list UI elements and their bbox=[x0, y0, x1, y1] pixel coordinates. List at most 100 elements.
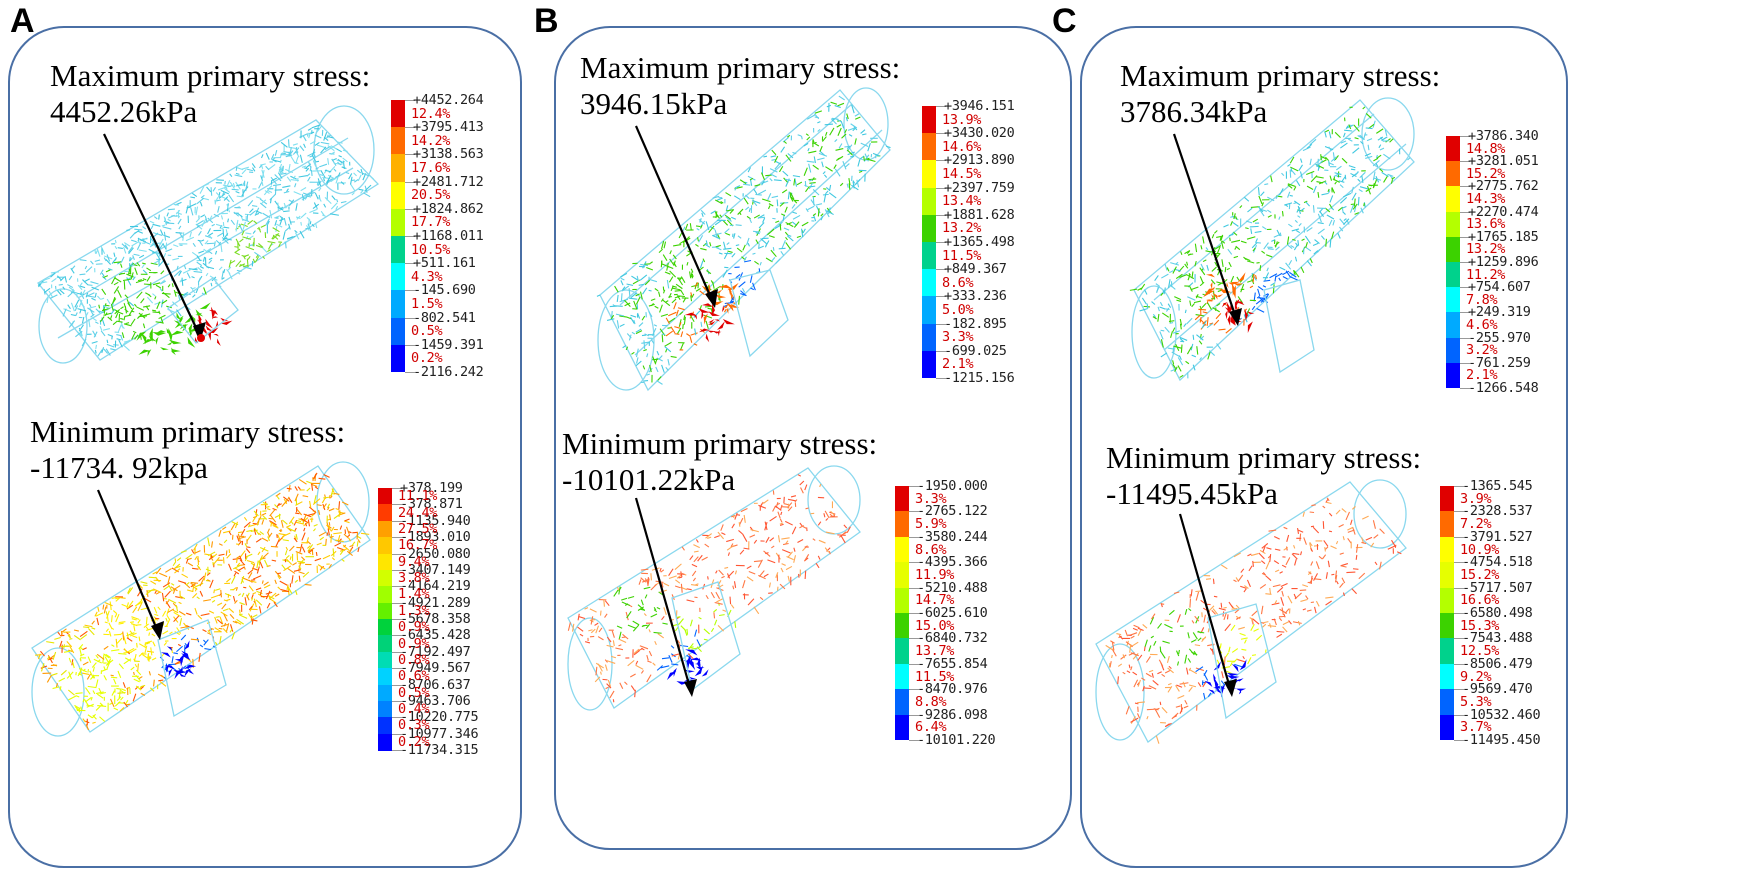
legend-percent: 0.5% bbox=[398, 684, 430, 701]
legend-percent: 3.3% bbox=[915, 490, 947, 507]
legend-percent: 3.9% bbox=[1460, 490, 1492, 507]
legend-value: +1168.011 bbox=[413, 228, 484, 244]
legend-value: -5678.358 bbox=[400, 611, 471, 627]
legend-percent: 11.2% bbox=[1466, 266, 1506, 283]
legend-value: -3580.244 bbox=[917, 528, 988, 545]
legend-value: -6580.498 bbox=[1462, 605, 1533, 621]
legend-swatch bbox=[1440, 587, 1454, 614]
legend-swatch bbox=[1446, 287, 1460, 313]
legend-swatch bbox=[895, 511, 909, 538]
panel-a-min-label: Minimum primary stress: bbox=[30, 414, 346, 449]
panel-c-max-legend: +3786.340 +3281.051 +2775.762 +2270.474 +176… bbox=[1446, 128, 1566, 396]
legend-percent: 14.7% bbox=[915, 592, 955, 609]
legend-swatch bbox=[922, 242, 936, 270]
legend-swatch bbox=[391, 127, 405, 155]
legend-percent: 15.3% bbox=[1460, 617, 1500, 634]
legend-value: -6435.428 bbox=[400, 627, 471, 644]
legend-percent: 0.2% bbox=[411, 350, 443, 367]
legend-value: +333.236 bbox=[944, 288, 1007, 305]
panel-c-min-value: -11495.45kPa bbox=[1106, 476, 1278, 511]
legend-value: -5210.488 bbox=[917, 579, 988, 596]
legend-percent: 5.3% bbox=[1460, 693, 1492, 710]
legend-value: +1765.185 bbox=[1468, 228, 1539, 245]
panel-c-min-legend: -1365.545 -2328.537 -3791.527 -4754.518 -571… bbox=[1440, 478, 1568, 748]
legend-swatch bbox=[391, 263, 405, 291]
legend-value: -8706.637 bbox=[400, 676, 471, 693]
legend-percent: 0.9% bbox=[398, 619, 430, 636]
legend-value: -6840.732 bbox=[917, 630, 988, 647]
legend-value: -2650.080 bbox=[400, 545, 471, 562]
legend-percent: 16.6% bbox=[1460, 592, 1500, 609]
legend-swatch bbox=[378, 733, 392, 751]
legend-percent: 16.7% bbox=[398, 537, 438, 554]
legend-swatch bbox=[1440, 486, 1454, 512]
panel-a-max-value: 4452.26kPa bbox=[50, 94, 198, 129]
legend-value: +2913.890 bbox=[944, 152, 1015, 169]
legend-percent: 4.6% bbox=[1466, 317, 1498, 333]
legend-percent: 14.3% bbox=[1466, 191, 1506, 207]
legend-swatch bbox=[895, 486, 909, 512]
panel-b-max-value: 3946.15kPa bbox=[580, 86, 728, 121]
legend-swatch bbox=[1440, 663, 1454, 690]
legend-value: +1824.862 bbox=[413, 200, 484, 217]
legend-percent: 13.2% bbox=[942, 220, 982, 237]
legend-percent: 5.0% bbox=[942, 302, 974, 318]
legend-swatch bbox=[391, 100, 405, 128]
legend-value: -7543.488 bbox=[1462, 630, 1533, 647]
legend-percent: 0.5% bbox=[411, 323, 443, 340]
legend-swatch bbox=[378, 569, 392, 587]
legend-value: -3407.149 bbox=[400, 561, 471, 578]
legend-value: -8470.976 bbox=[917, 681, 988, 698]
legend-swatch bbox=[378, 520, 392, 538]
legend-swatch bbox=[895, 714, 909, 741]
legend-percent: 17.6% bbox=[411, 160, 451, 176]
legend-value: -7949.567 bbox=[400, 660, 471, 677]
legend-swatch bbox=[391, 208, 405, 237]
legend-value: -11495.450 bbox=[1462, 732, 1541, 748]
legend-percent: 0.8% bbox=[398, 651, 430, 668]
legend-swatch bbox=[378, 537, 392, 554]
legend-swatch bbox=[922, 214, 936, 243]
legend-percent: 14.6% bbox=[942, 138, 982, 155]
legend-swatch bbox=[1440, 689, 1454, 716]
legend-swatch bbox=[1440, 511, 1454, 538]
legend-percent: 0.4% bbox=[398, 701, 430, 718]
legend-swatch bbox=[895, 536, 909, 563]
legend-swatch bbox=[391, 344, 405, 373]
legend-value: -9569.470 bbox=[1462, 681, 1533, 698]
legend-swatch bbox=[922, 350, 936, 379]
legend-swatch bbox=[378, 488, 392, 505]
legend-value: -5717.507 bbox=[1462, 579, 1533, 596]
legend-swatch bbox=[378, 668, 392, 685]
legend-percent: 0.3% bbox=[398, 717, 430, 734]
legend-percent: 13.4% bbox=[942, 193, 982, 210]
legend-percent: 7.2% bbox=[1460, 516, 1492, 533]
legend-swatch bbox=[378, 504, 392, 522]
panel-c-tunnel-max bbox=[1129, 97, 1415, 382]
legend-percent: 12.5% bbox=[1460, 643, 1500, 660]
legend-swatch bbox=[1440, 638, 1454, 665]
panel-a-max-point bbox=[197, 334, 205, 342]
panel-b bbox=[554, 26, 1072, 850]
legend-value: +4452.264 bbox=[413, 92, 484, 108]
legend-swatch bbox=[1440, 613, 1454, 639]
legend-swatch bbox=[922, 269, 936, 297]
panel-b-tunnel-min bbox=[567, 465, 861, 711]
legend-swatch bbox=[391, 317, 405, 346]
panel-b-max-legend: +3946.151 +3430.020 +2913.890 +2397.759 +188… bbox=[922, 98, 1042, 386]
legend-value: -2116.242 bbox=[413, 364, 484, 380]
legend-value: -10977.346 bbox=[400, 725, 479, 742]
legend-value: +2397.759 bbox=[944, 179, 1015, 196]
legend-value: -1459.391 bbox=[413, 336, 484, 353]
legend-value: -1266.548 bbox=[1468, 380, 1539, 396]
legend-percent: 10.5% bbox=[411, 241, 451, 258]
legend-swatch bbox=[391, 154, 405, 183]
legend-value: -7655.854 bbox=[917, 655, 988, 672]
legend-swatch bbox=[895, 638, 909, 665]
legend-swatch bbox=[1446, 161, 1460, 187]
legend-swatch bbox=[922, 296, 936, 325]
panel-a-tunnel-min bbox=[31, 461, 371, 737]
